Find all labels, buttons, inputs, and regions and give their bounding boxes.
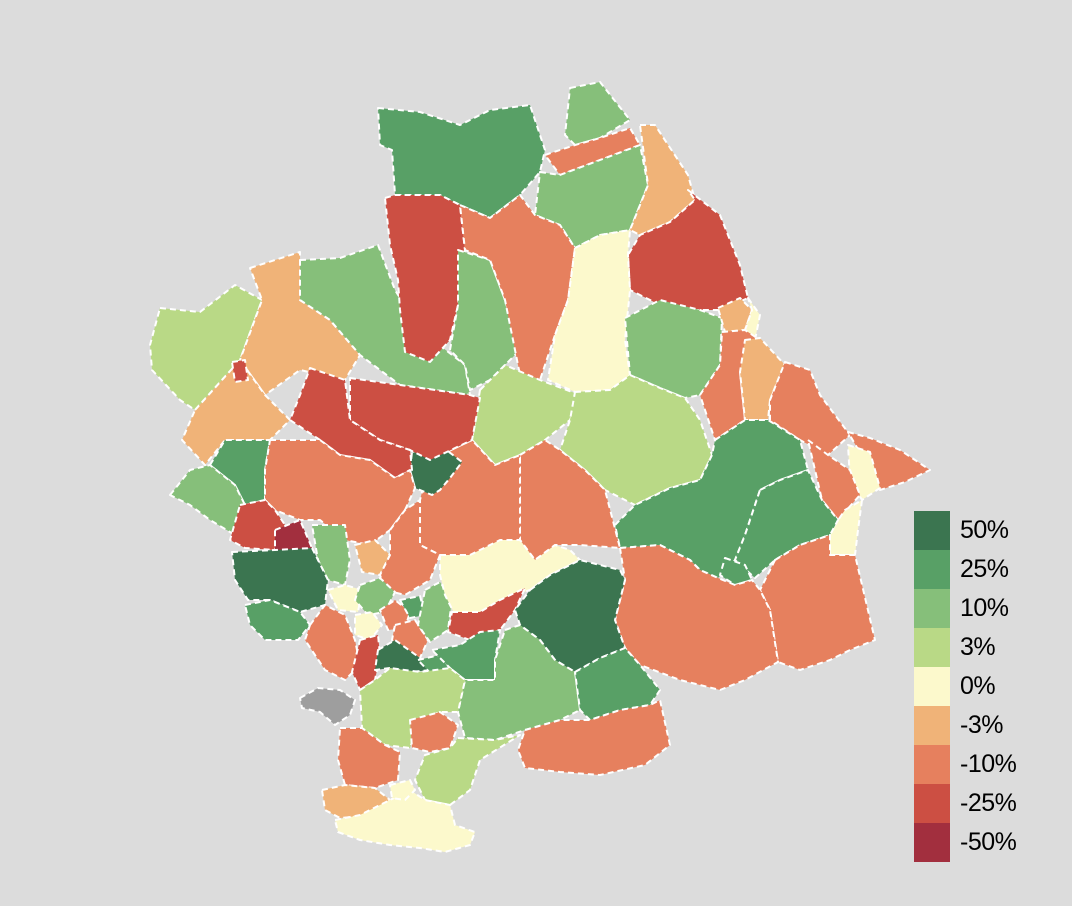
legend-label: -3%: [960, 711, 1003, 739]
legend-swatch: [914, 550, 950, 589]
legend-label: 25%: [960, 555, 1009, 583]
legend-item: 3%: [914, 628, 1016, 667]
legend-label: 0%: [960, 672, 996, 700]
legend-label: 3%: [960, 633, 996, 661]
legend-item: -25%: [914, 784, 1017, 823]
map-region[interactable]: [389, 779, 416, 801]
map-region[interactable]: [231, 359, 249, 383]
map-region[interactable]: [409, 711, 459, 753]
legend-label: -50%: [960, 828, 1017, 856]
legend-item: 25%: [914, 550, 1016, 589]
map-region[interactable]: [627, 189, 749, 311]
map-region[interactable]: [337, 727, 401, 789]
map-region[interactable]: [719, 557, 753, 586]
legend-swatch: [914, 589, 950, 628]
legend-item: -50%: [914, 823, 1017, 862]
map-region[interactable]: [374, 639, 433, 673]
legend-swatch: [914, 823, 950, 862]
map-region[interactable]: [384, 194, 466, 363]
legend-item: -10%: [914, 745, 1017, 784]
map-region[interactable]: [231, 547, 329, 613]
legend-item: 50%: [914, 511, 1016, 550]
map-region[interactable]: [544, 127, 641, 176]
map-region[interactable]: [379, 599, 411, 631]
map-region[interactable]: [299, 687, 356, 726]
legend-label: 50%: [960, 516, 1009, 544]
legend-swatch: [914, 784, 950, 823]
map-region[interactable]: [379, 499, 441, 596]
map-region[interactable]: [417, 581, 453, 643]
legend-item: 10%: [914, 589, 1016, 628]
legend-item: 0%: [914, 667, 1016, 706]
map-region[interactable]: [471, 364, 581, 466]
legend-swatch: [914, 511, 950, 550]
map-region[interactable]: [614, 419, 809, 579]
map-region[interactable]: [304, 604, 361, 681]
legend-label: -25%: [960, 789, 1017, 817]
map-region[interactable]: [614, 544, 779, 691]
map-region[interactable]: [414, 734, 521, 806]
map-region[interactable]: [327, 584, 363, 613]
map-region[interactable]: [169, 464, 246, 536]
legend-swatch: [914, 745, 950, 784]
map-region[interactable]: [377, 104, 546, 219]
map-region[interactable]: [457, 624, 581, 741]
legend-swatch: [914, 706, 950, 745]
map-region[interactable]: [517, 699, 671, 776]
map-region[interactable]: [354, 611, 383, 641]
legend-swatch: [914, 628, 950, 667]
map-region[interactable]: [274, 519, 313, 556]
legend: 50% 25% 10% 3% 0% -3% -10% -25% -50%: [914, 511, 1017, 862]
legend-item: -3%: [914, 706, 1016, 745]
map-region[interactable]: [244, 599, 311, 641]
legend-label: -10%: [960, 750, 1017, 778]
map-region[interactable]: [574, 647, 661, 721]
map-region[interactable]: [334, 789, 476, 853]
map-region[interactable]: [807, 439, 861, 521]
legend-swatch: [914, 667, 950, 706]
legend-label: 10%: [960, 594, 1009, 622]
